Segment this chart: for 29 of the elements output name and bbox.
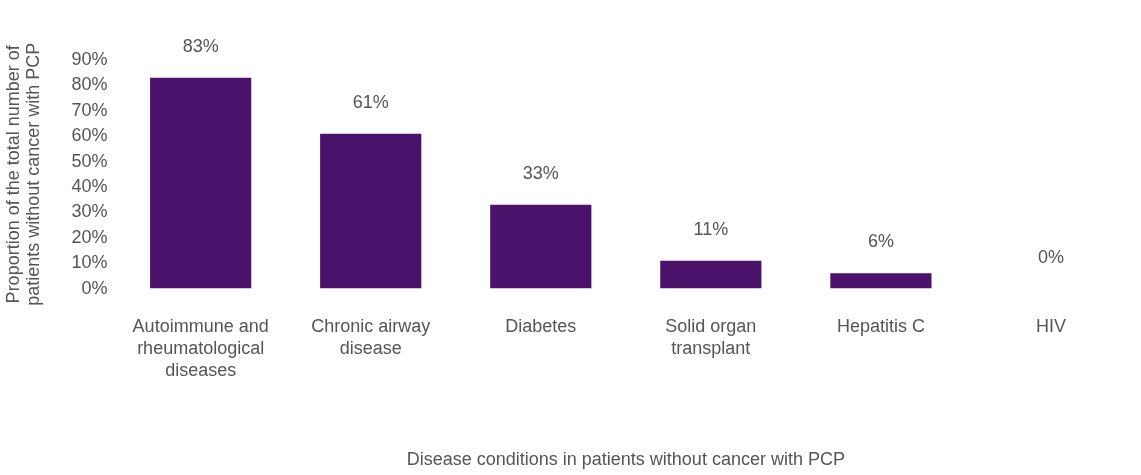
x-tick-label: HIV [1035,316,1066,337]
y-tick-label: 80% [71,74,108,95]
y-tick-label: 0% [81,277,108,298]
x-axis-title: Disease conditions in patients without cancer with PCP [406,449,845,470]
x-tick-label: Autoimmune and rheumatological diseases [132,316,269,380]
data-label: 33% [522,162,559,183]
y-tick-label: 30% [71,201,108,222]
bar [830,273,932,289]
y-tick-label: 70% [71,99,108,120]
y-tick-label: 40% [71,175,108,196]
y-tick-label: 90% [71,48,108,69]
data-label: 61% [352,91,389,112]
y-tick-label: 20% [71,226,108,247]
x-tick-label: Chronic airway disease [311,316,431,358]
bar [320,133,422,289]
y-tick-label: 10% [71,252,108,273]
data-label: 83% [182,35,219,56]
x-tick-label: Diabetes [505,316,577,337]
data-label: 6% [867,231,894,252]
bar [490,204,592,289]
x-tick-label: Solid organ transplant [665,316,757,358]
y-tick-label: 60% [71,125,108,146]
bar [660,260,762,289]
x-tick-label: Hepatitis C [836,316,925,337]
data-label: 0% [1037,246,1064,267]
bar [150,77,252,289]
y-tick-label: 50% [71,150,108,171]
data-label: 11% [693,218,729,239]
y-axis-title: Proportion of the total number of patients without cancer with PCP [2,42,43,306]
